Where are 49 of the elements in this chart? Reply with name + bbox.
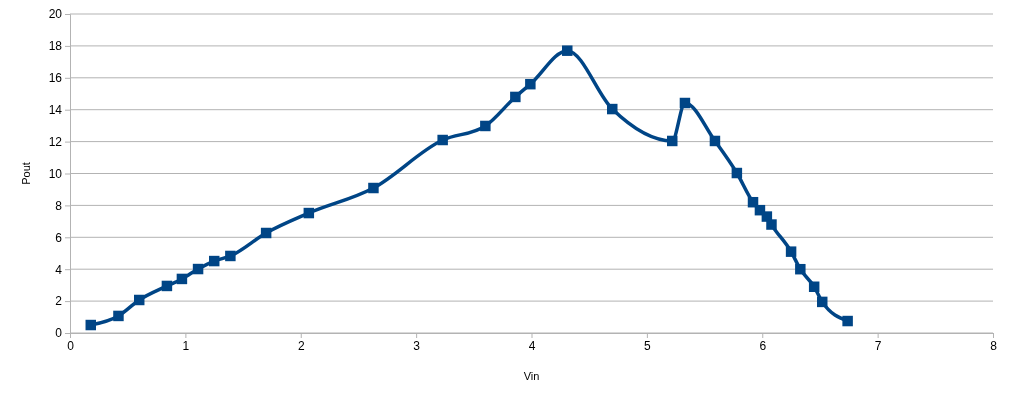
point [303, 207, 315, 219]
x-axis-title: Vin [523, 370, 540, 382]
y-tick-label: 16 [48, 71, 63, 86]
y-tick-label: 0 [55, 326, 63, 341]
y-tick-label: 4 [55, 262, 63, 277]
point [842, 315, 853, 327]
point [176, 273, 188, 285]
y-tick-label: 2 [55, 294, 63, 309]
y-tick-label: 12 [48, 134, 63, 149]
x-tick-label: 7 [874, 338, 882, 353]
point [785, 246, 797, 257]
point [709, 135, 721, 147]
point [562, 45, 573, 56]
point [525, 78, 536, 90]
point [225, 250, 236, 262]
y-tick-label: 20 [48, 7, 63, 22]
point [679, 97, 691, 109]
point [510, 91, 521, 103]
point [133, 294, 145, 306]
point [85, 319, 97, 331]
point [437, 134, 448, 146]
y-tick-label: 14 [48, 103, 63, 118]
point [113, 310, 124, 322]
y-tick-label: 18 [48, 39, 63, 54]
y-axis-title: Pout [20, 162, 32, 185]
point [607, 103, 618, 115]
x-tick-label: 3 [413, 338, 421, 353]
point [731, 167, 743, 179]
x-tick-label: 8 [990, 338, 998, 353]
y-tick-label: 6 [55, 230, 63, 245]
point [667, 135, 678, 147]
point [795, 263, 806, 275]
y-tick-label: 8 [55, 198, 63, 213]
point [208, 255, 220, 267]
x-tick-label: 6 [759, 338, 767, 353]
point [808, 281, 820, 292]
point [480, 120, 491, 132]
x-tick-label: 2 [297, 338, 305, 353]
x-tick-label: 4 [528, 338, 536, 353]
x-tick-label: 5 [644, 338, 652, 353]
point [766, 219, 777, 230]
point [260, 227, 272, 239]
x-tick-label: 0 [67, 338, 75, 353]
x-tick-label: 1 [182, 338, 190, 353]
point [817, 296, 828, 308]
y-tick-label: 10 [48, 166, 63, 181]
point [192, 263, 204, 275]
point [368, 182, 379, 194]
point [161, 280, 173, 292]
